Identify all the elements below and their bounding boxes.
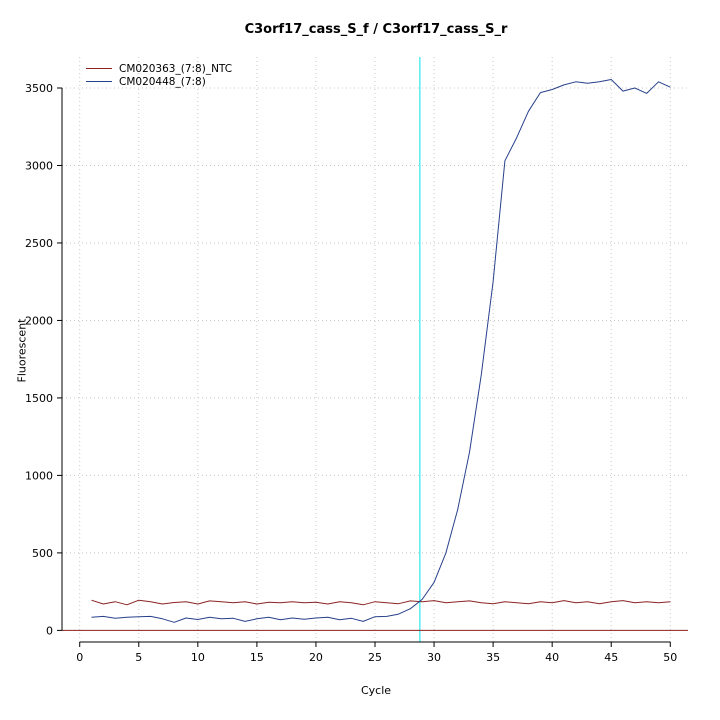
svg-text:25: 25 [368, 651, 382, 664]
svg-text:0: 0 [76, 651, 83, 664]
svg-text:50: 50 [663, 651, 677, 664]
svg-text:5: 5 [135, 651, 142, 664]
svg-text:3500: 3500 [25, 82, 53, 95]
x-axis-label: Cycle [360, 684, 392, 697]
svg-text:1500: 1500 [25, 392, 53, 405]
svg-text:1000: 1000 [25, 469, 53, 482]
svg-text:2000: 2000 [25, 314, 53, 327]
svg-text:0: 0 [46, 624, 53, 637]
svg-text:45: 45 [604, 651, 618, 664]
svg-text:15: 15 [250, 651, 264, 664]
svg-text:20: 20 [309, 651, 323, 664]
legend-line-swatch-sample [86, 81, 112, 82]
legend-item-ntc: CM020363_(7:8)_NTC [86, 62, 232, 75]
svg-text:2500: 2500 [25, 237, 53, 250]
svg-text:40: 40 [545, 651, 559, 664]
svg-text:30: 30 [427, 651, 441, 664]
legend-item-sample: CM020448_(7:8) [86, 75, 232, 88]
legend-label-ntc: CM020363_(7:8)_NTC [119, 62, 233, 75]
svg-text:35: 35 [486, 651, 500, 664]
legend-label-sample: CM020448_(7:8) [119, 75, 206, 88]
legend-line-swatch-ntc [86, 68, 112, 69]
svg-text:10: 10 [191, 651, 205, 664]
svg-text:500: 500 [32, 547, 53, 560]
svg-text:3000: 3000 [25, 159, 53, 172]
legend: CM020363_(7:8)_NTC CM020448_(7:8) [86, 62, 232, 88]
chart-title: C3orf17_cass_S_f / C3orf17_cass_S_r [244, 22, 508, 37]
